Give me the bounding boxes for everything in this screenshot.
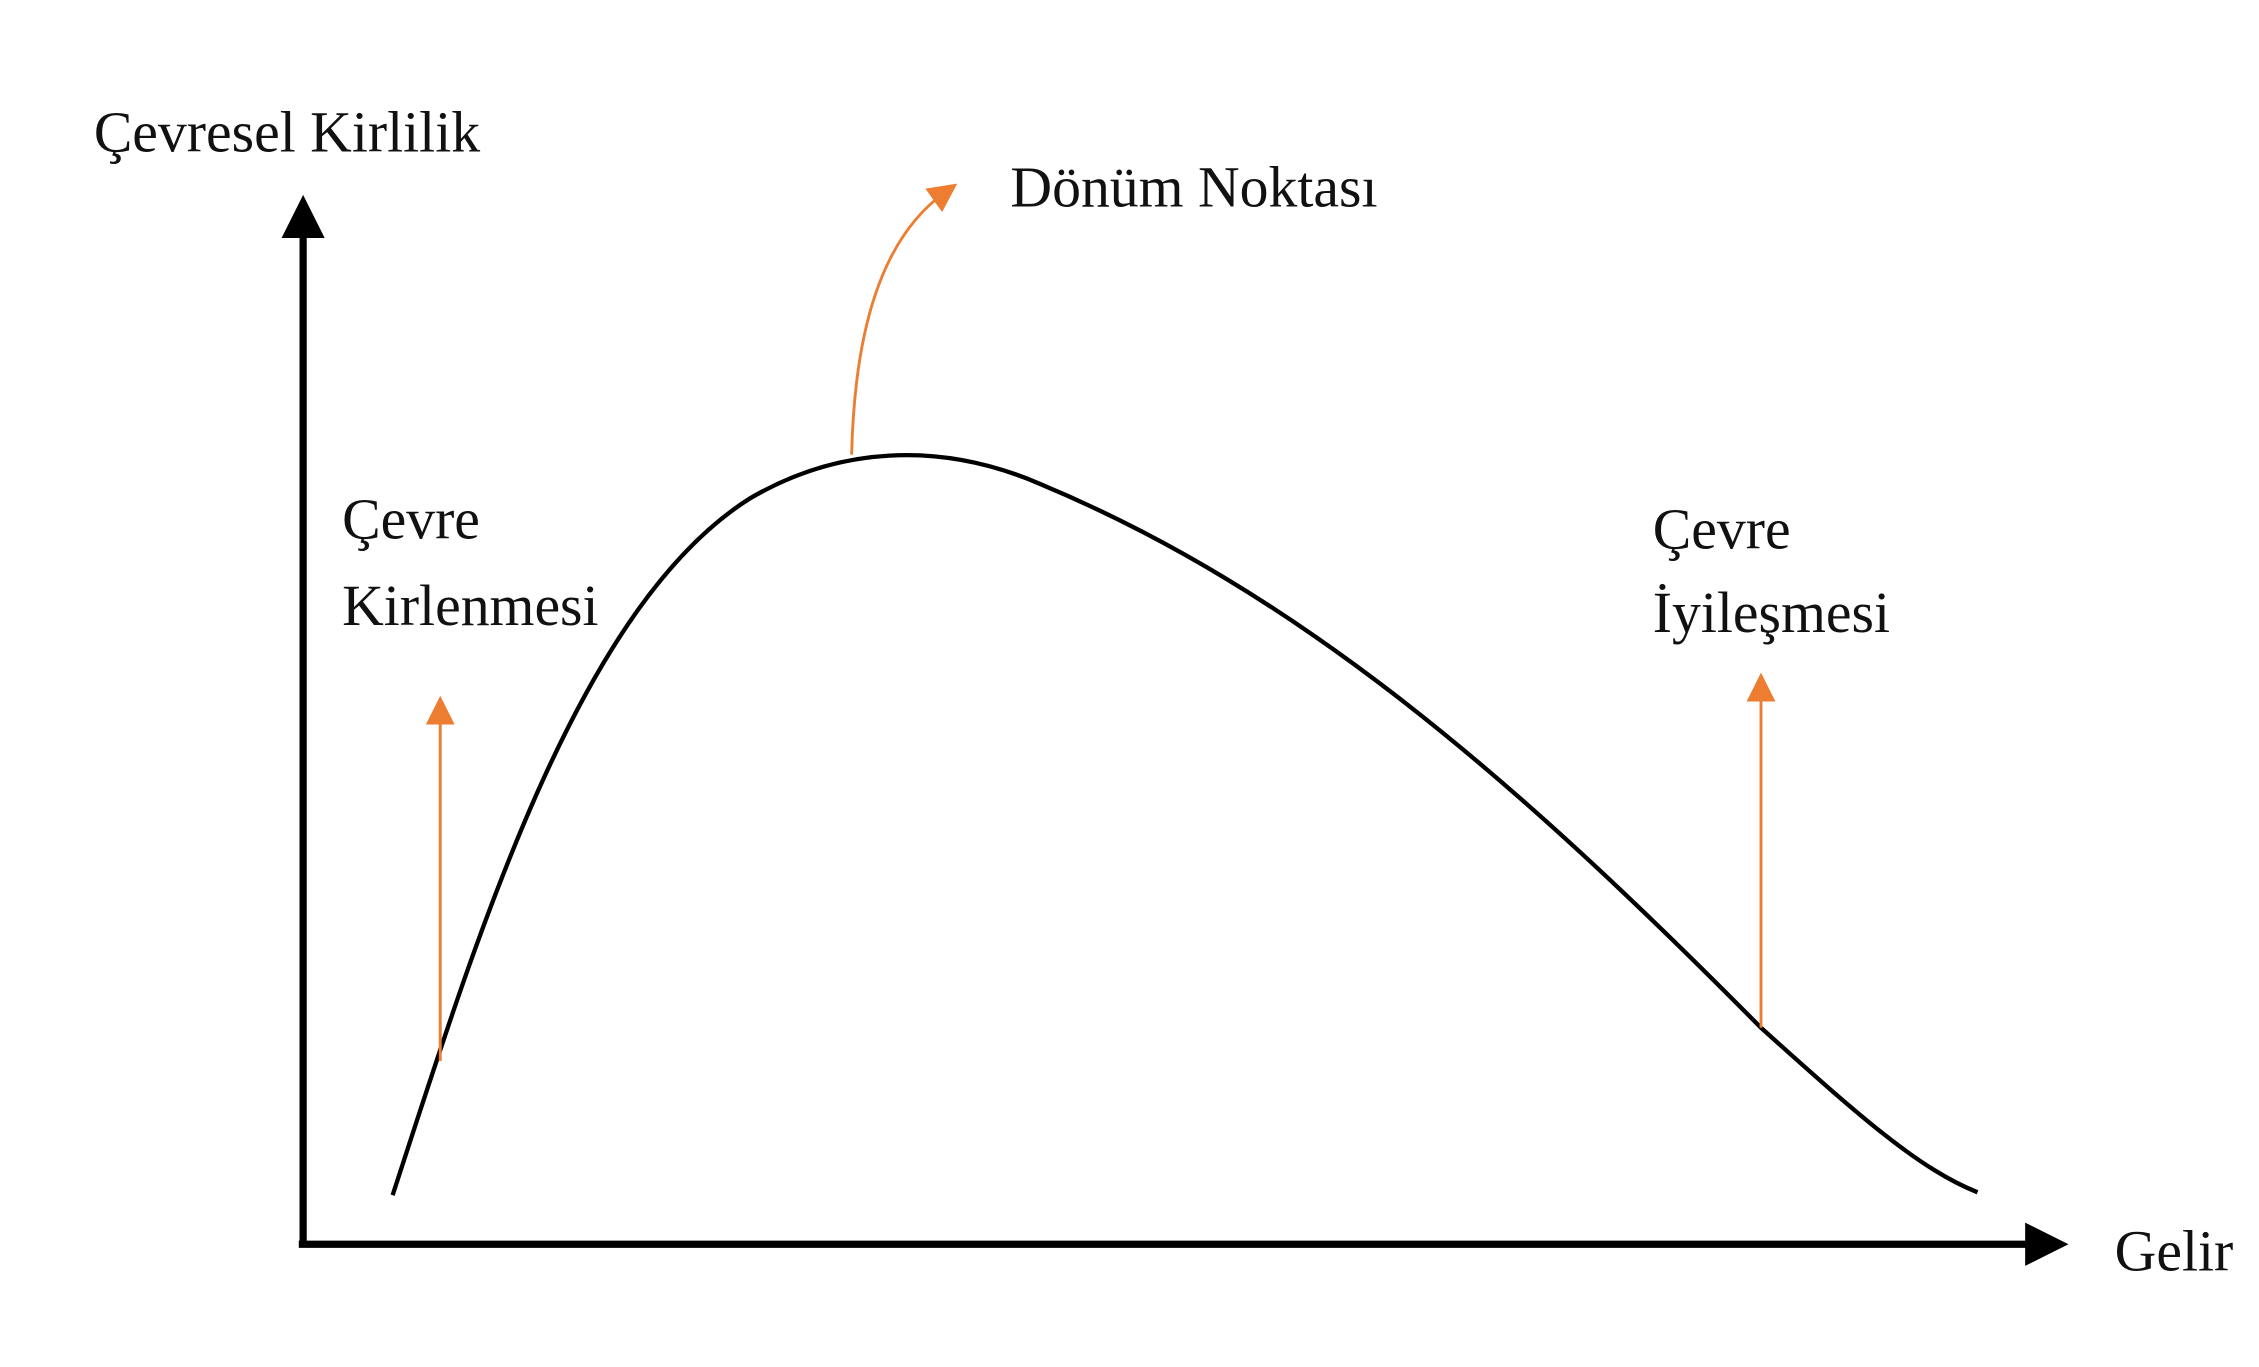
x-axis-label: Gelir bbox=[2115, 1220, 2234, 1283]
left-label: Kirlenmesi bbox=[342, 575, 598, 638]
left-label: Çevre bbox=[342, 488, 480, 551]
right-label: Çevre bbox=[1653, 499, 1791, 562]
turning-arrow bbox=[850, 183, 958, 455]
turning-point-label: Dönüm Noktası bbox=[1010, 156, 1377, 219]
curve bbox=[390, 452, 1979, 1196]
right-label: İyileşmesi bbox=[1653, 582, 1890, 645]
y-axis-label: Çevresel Kirlilik bbox=[94, 102, 480, 165]
